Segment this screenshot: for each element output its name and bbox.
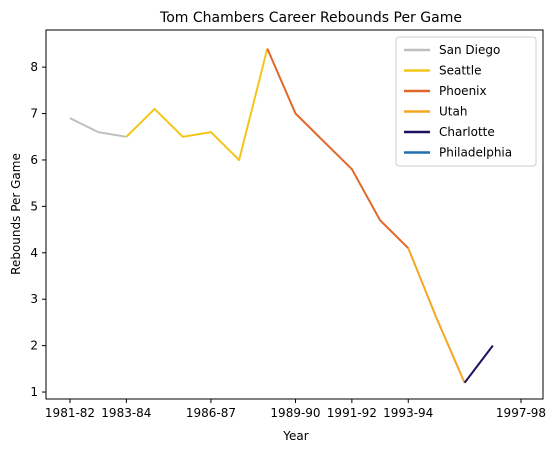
series-line-phoenix [266, 48, 410, 249]
y-tick-label: 6 [30, 153, 38, 167]
y-tick-label: 5 [30, 199, 38, 213]
x-tick-label: 1991-92 [327, 406, 377, 420]
series-line-charlotte [463, 344, 494, 384]
x-tick-label: 1997-98 [496, 406, 546, 420]
x-tick-label: 1981-82 [45, 406, 95, 420]
x-tick-label: 1989-90 [270, 406, 320, 420]
y-tick-label: 8 [30, 60, 38, 74]
series-line-seattle [125, 48, 269, 161]
legend-label-philadelphia: Philadelphia [439, 146, 512, 160]
chart-title: Tom Chambers Career Rebounds Per Game [159, 10, 462, 26]
legend-label-utah: Utah [439, 105, 467, 119]
series-line-san-diego [69, 117, 127, 138]
legend-label-seattle: Seattle [439, 64, 481, 78]
x-axis-label: Year [282, 429, 308, 443]
x-tick-label: 1983-84 [101, 406, 151, 420]
legend-frame [395, 36, 537, 167]
plot-area [45, 29, 544, 400]
y-tick-label: 7 [30, 107, 38, 121]
x-axis: 1981-82 1983-84 1986-87 1989-90 1991-92 1993-… [45, 399, 546, 420]
y-axis-label: Rebounds Per Game [9, 153, 23, 275]
legend-label-phoenix: Phoenix [439, 84, 487, 98]
x-tick-label: 1993-94 [383, 406, 433, 420]
y-tick-label: 2 [30, 339, 38, 353]
y-tick-label: 1 [30, 385, 38, 399]
x-tick-label: 1986-87 [186, 406, 236, 420]
y-tick-label: 4 [30, 246, 38, 260]
plot-frame [45, 29, 544, 400]
legend-label-charlotte: Charlotte [439, 125, 495, 139]
y-axis: 1 2 3 4 5 6 7 8 [30, 60, 46, 399]
legend: San Diego Seattle Phoenix Utah Charlotte Phil… [395, 36, 537, 167]
y-tick-label: 3 [30, 292, 38, 306]
series-line-utah [407, 247, 466, 384]
legend-label-san-diego: San Diego [439, 43, 500, 57]
